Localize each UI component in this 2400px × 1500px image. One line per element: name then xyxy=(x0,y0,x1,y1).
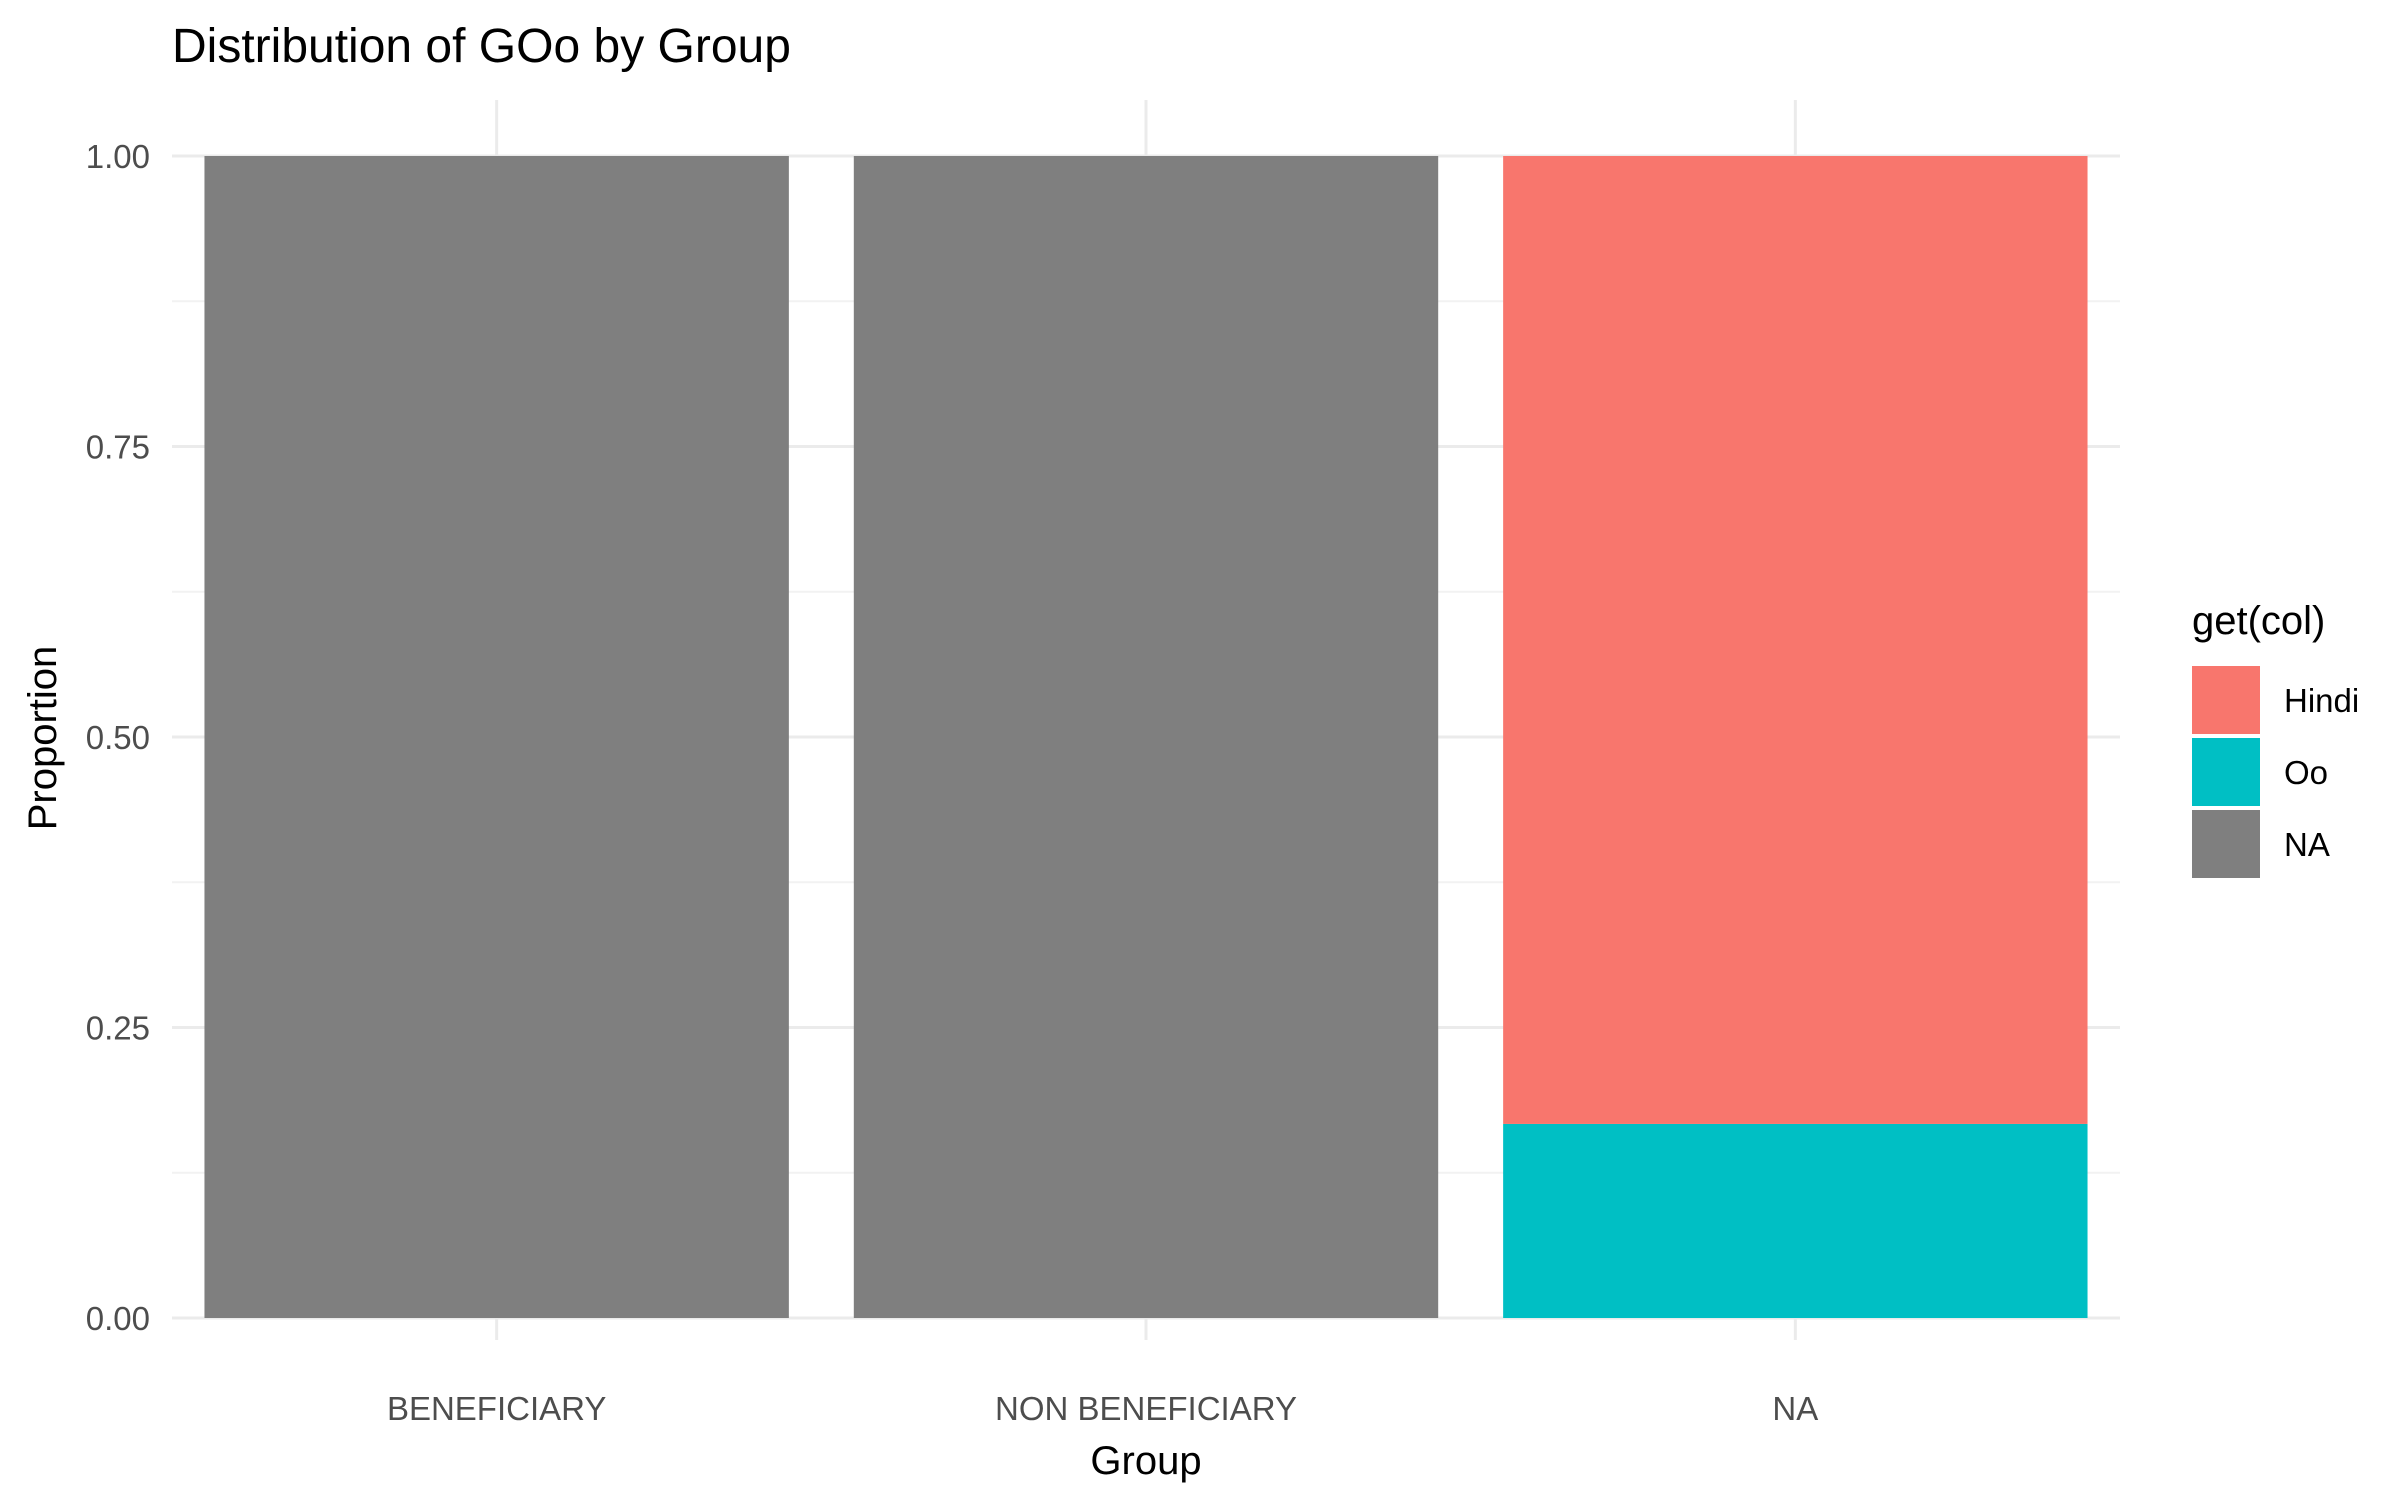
x-tick-label: NA xyxy=(1772,1390,1818,1427)
x-tick-label: NON BENEFICIARY xyxy=(995,1390,1297,1427)
legend-key-hindi xyxy=(2192,666,2260,734)
x-axis-title: Group xyxy=(1090,1439,1201,1483)
bar-beneficiary-na xyxy=(204,156,789,1318)
y-axis-ticks: 0.00 0.25 0.50 0.75 1.00 xyxy=(86,138,150,1337)
y-tick-label: 0.50 xyxy=(86,719,150,756)
x-axis-ticks: BENEFICIARY NON BENEFICIARY NA xyxy=(387,1390,1818,1427)
y-tick-label: 0.25 xyxy=(86,1010,150,1047)
legend-key-na xyxy=(2192,810,2260,878)
chart-title: Distribution of GOo by Group xyxy=(172,20,791,73)
legend-key-oo xyxy=(2192,738,2260,806)
legend-label: Hindi xyxy=(2284,682,2359,719)
legend-title: get(col) xyxy=(2192,599,2325,643)
y-tick-label: 0.75 xyxy=(86,429,150,466)
y-tick-label: 1.00 xyxy=(86,138,150,175)
bar-na-oo xyxy=(1503,1123,2088,1318)
y-axis-title: Proportion xyxy=(21,646,65,831)
bar-na-hindi xyxy=(1503,156,2088,1124)
legend-label: NA xyxy=(2284,826,2330,863)
y-tick-label: 0.00 xyxy=(86,1300,150,1337)
x-tick-label: BENEFICIARY xyxy=(387,1390,606,1427)
bars xyxy=(204,156,2088,1318)
legend-label: Oo xyxy=(2284,754,2328,791)
legend: get(col) Hindi Oo NA xyxy=(2192,599,2359,878)
bar-non-beneficiary-na xyxy=(853,156,1439,1318)
